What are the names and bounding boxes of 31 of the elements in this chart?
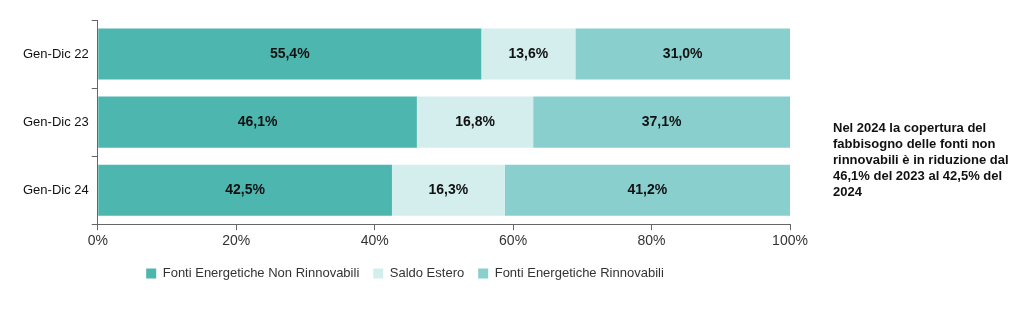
data-label: 13,6% <box>508 44 549 61</box>
x-tick-label: 0% <box>87 232 108 249</box>
x-tick-label: 60% <box>499 232 528 249</box>
x-tick-label: 100% <box>772 232 808 249</box>
bar <box>481 28 576 80</box>
x-tick-label: 20% <box>222 232 251 249</box>
text: Nel 2024 la copertura del fabbisogno delle fonti non rinnovabili è in riduzione dal 46,1% del 2023 al 42,5% del 2024 <box>833 120 1010 200</box>
bar <box>98 28 482 80</box>
bar <box>575 28 790 80</box>
y-tick-label: Gen-Dic 22 <box>23 45 89 61</box>
bar <box>98 96 417 148</box>
legend-label: Fonti Energetiche Non Rinnovabili <box>162 265 360 281</box>
data-label: 16,8% <box>455 112 496 129</box>
data-label: 55,4% <box>269 44 311 61</box>
legend-label: Saldo Estero <box>389 265 465 281</box>
x-tick-label: 40% <box>360 232 389 249</box>
data-label: 37,1% <box>641 112 682 129</box>
bar <box>533 96 790 148</box>
x-tick-label: 80% <box>637 232 666 249</box>
data-label: 42,5% <box>225 181 266 198</box>
bar <box>416 96 534 148</box>
y-tick-label: Gen-Dic 24 <box>23 181 89 197</box>
data-label: 46,1% <box>237 112 278 129</box>
data-label: 31,0% <box>662 44 704 61</box>
data-label: 16,3% <box>428 181 469 198</box>
y-tick-label: Gen-Dic 23 <box>23 113 89 129</box>
bar <box>391 164 505 216</box>
bar <box>98 164 392 216</box>
data-label: 41,2% <box>627 181 668 198</box>
legend-label: Fonti Energetiche Rinnovabili <box>494 265 664 281</box>
bar <box>504 164 790 216</box>
